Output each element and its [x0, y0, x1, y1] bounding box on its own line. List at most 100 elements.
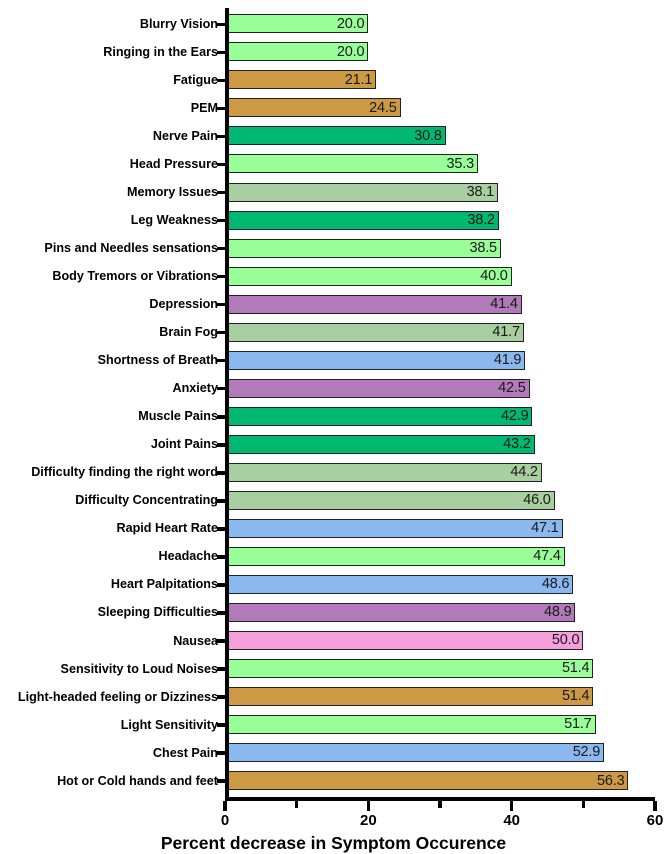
bar-value-label: 20.0: [336, 15, 365, 32]
bar-row: 38.5: [225, 234, 655, 262]
y-axis-tick: [217, 583, 226, 587]
bar-value-label: 41.4: [490, 295, 518, 312]
category-label: Head Pressure: [129, 156, 218, 171]
x-axis-tick-label: 0: [220, 812, 230, 829]
y-axis-tick: [217, 190, 226, 195]
bar: 56.3: [225, 771, 629, 791]
bar-value-label: 43.2: [503, 436, 531, 453]
category-label: Depression: [149, 297, 218, 312]
x-axis-tick-label: 60: [646, 812, 664, 829]
bar-value-label: 56.3: [597, 772, 625, 789]
bar: 51.4: [225, 687, 594, 707]
category-axis-labels: Blurry Vision Ringing in the Ears Fatigue P…: [0, 10, 218, 795]
category-label: Leg Weakness: [130, 212, 218, 227]
y-axis-tick: [217, 134, 226, 139]
bar: 21.1: [225, 70, 377, 90]
x-axis-tick-major: [653, 801, 657, 811]
x-axis-tick-minor: [438, 801, 442, 808]
category-label: Hot or Cold hands and feet: [57, 773, 218, 788]
category-label: Headache: [158, 549, 218, 564]
bar-row: 50.0: [225, 627, 655, 655]
category-label: Sleeping Difficulties: [97, 605, 218, 620]
category-label: Ringing in the Ears: [103, 44, 218, 59]
y-axis-tick: [217, 695, 226, 699]
x-axis-tick-label: 40: [503, 812, 520, 829]
category-label: Joint Pains: [150, 437, 218, 452]
y-axis-tick: [217, 471, 226, 475]
bar-value-label: 24.5: [369, 99, 397, 116]
bar: 41.4: [225, 294, 522, 314]
bar: 42.9: [225, 406, 533, 426]
y-axis-tick: [217, 386, 226, 391]
bar-value-label: 46.0: [523, 492, 551, 509]
y-axis-tick: [217, 162, 226, 167]
bar-value-label: 48.9: [544, 604, 572, 621]
bar: 40.0: [225, 266, 512, 286]
bar-value-label: 42.5: [498, 380, 526, 396]
bar-row: 52.9: [225, 739, 655, 767]
category-label: Light Sensitivity: [120, 717, 218, 732]
plot-area: 20.0 20.0 21.1 24.5 30.8 35.3 38.1 38.2 38.5 40.0…: [217, 10, 655, 795]
x-axis-title: Percent decrease in Symptom Occurence: [160, 833, 507, 853]
y-axis-tick: [217, 22, 226, 27]
bar-row: 35.3: [225, 150, 655, 178]
bar: 48.6: [225, 575, 574, 594]
bar-value-label: 20.0: [336, 43, 365, 60]
category-label: Light-headed feeling or Dizziness: [17, 689, 218, 704]
bar-row: 41.9: [225, 346, 655, 374]
bar-value-label: 40.0: [480, 267, 508, 284]
bar-row: 46.0: [225, 487, 655, 515]
x-axis-tick-major: [223, 801, 227, 811]
bar: 30.8: [225, 126, 446, 146]
category-label: Memory Issues: [127, 184, 218, 199]
bar-row: 21.1: [225, 66, 655, 94]
bar-row: 42.9: [225, 403, 655, 431]
category-label: Difficulty Concentrating: [75, 493, 218, 508]
bar-row: 30.8: [225, 122, 655, 150]
bar-value-label: 51.4: [561, 660, 590, 677]
bar: 41.9: [225, 350, 526, 370]
x-axis-tick-minor: [581, 801, 586, 808]
category-label: Heart Palpitations: [110, 577, 218, 592]
bar-row: 38.1: [225, 178, 655, 206]
bar-value-label: 41.7: [492, 323, 520, 340]
y-axis-tick: [217, 246, 226, 251]
x-axis-tick-major: [509, 801, 514, 811]
bar: 52.9: [225, 743, 605, 763]
bar-row: 51.4: [225, 655, 655, 683]
bar: 51.4: [225, 659, 594, 679]
y-axis-tick: [217, 274, 226, 279]
bar-value-label: 52.9: [572, 744, 601, 761]
bar-row: 41.7: [225, 318, 655, 346]
bar: 48.9: [225, 603, 576, 623]
category-label: Pins and Needles sensations: [44, 241, 218, 255]
bar: 44.2: [225, 462, 542, 482]
bar-row: 44.2: [225, 459, 655, 487]
y-axis-tick: [217, 50, 226, 55]
category-label: Sensitivity to Loud Noises: [60, 661, 218, 676]
bar-value-label: 50.0: [551, 632, 580, 649]
bar-row: 24.5: [225, 94, 655, 122]
bar: 50.0: [225, 631, 584, 651]
y-axis-tick: [217, 779, 226, 783]
y-axis-tick: [217, 499, 226, 503]
bar-row: 51.4: [225, 683, 655, 711]
bar-value-label: 51.7: [564, 716, 592, 733]
y-axis-tick: [217, 218, 226, 223]
bar-row: 48.6: [225, 571, 655, 599]
y-axis-tick: [217, 358, 226, 363]
category-label: Body Tremors or Vibrations: [52, 269, 218, 284]
bar: 38.1: [225, 182, 499, 202]
bar-value-label: 38.2: [467, 211, 495, 228]
bar-row: 56.3: [225, 767, 655, 795]
bar-value-label: 44.2: [510, 464, 538, 481]
category-label: Chest Pain: [152, 745, 218, 760]
y-axis-tick: [217, 527, 226, 531]
bar-row: 20.0: [225, 38, 655, 66]
bar-value-label: 38.1: [466, 183, 495, 200]
bar: 47.4: [225, 546, 565, 566]
bar: 35.3: [225, 154, 478, 174]
bar-value-label: 48.6: [541, 576, 570, 593]
category-label: Brain Fog: [159, 325, 218, 340]
